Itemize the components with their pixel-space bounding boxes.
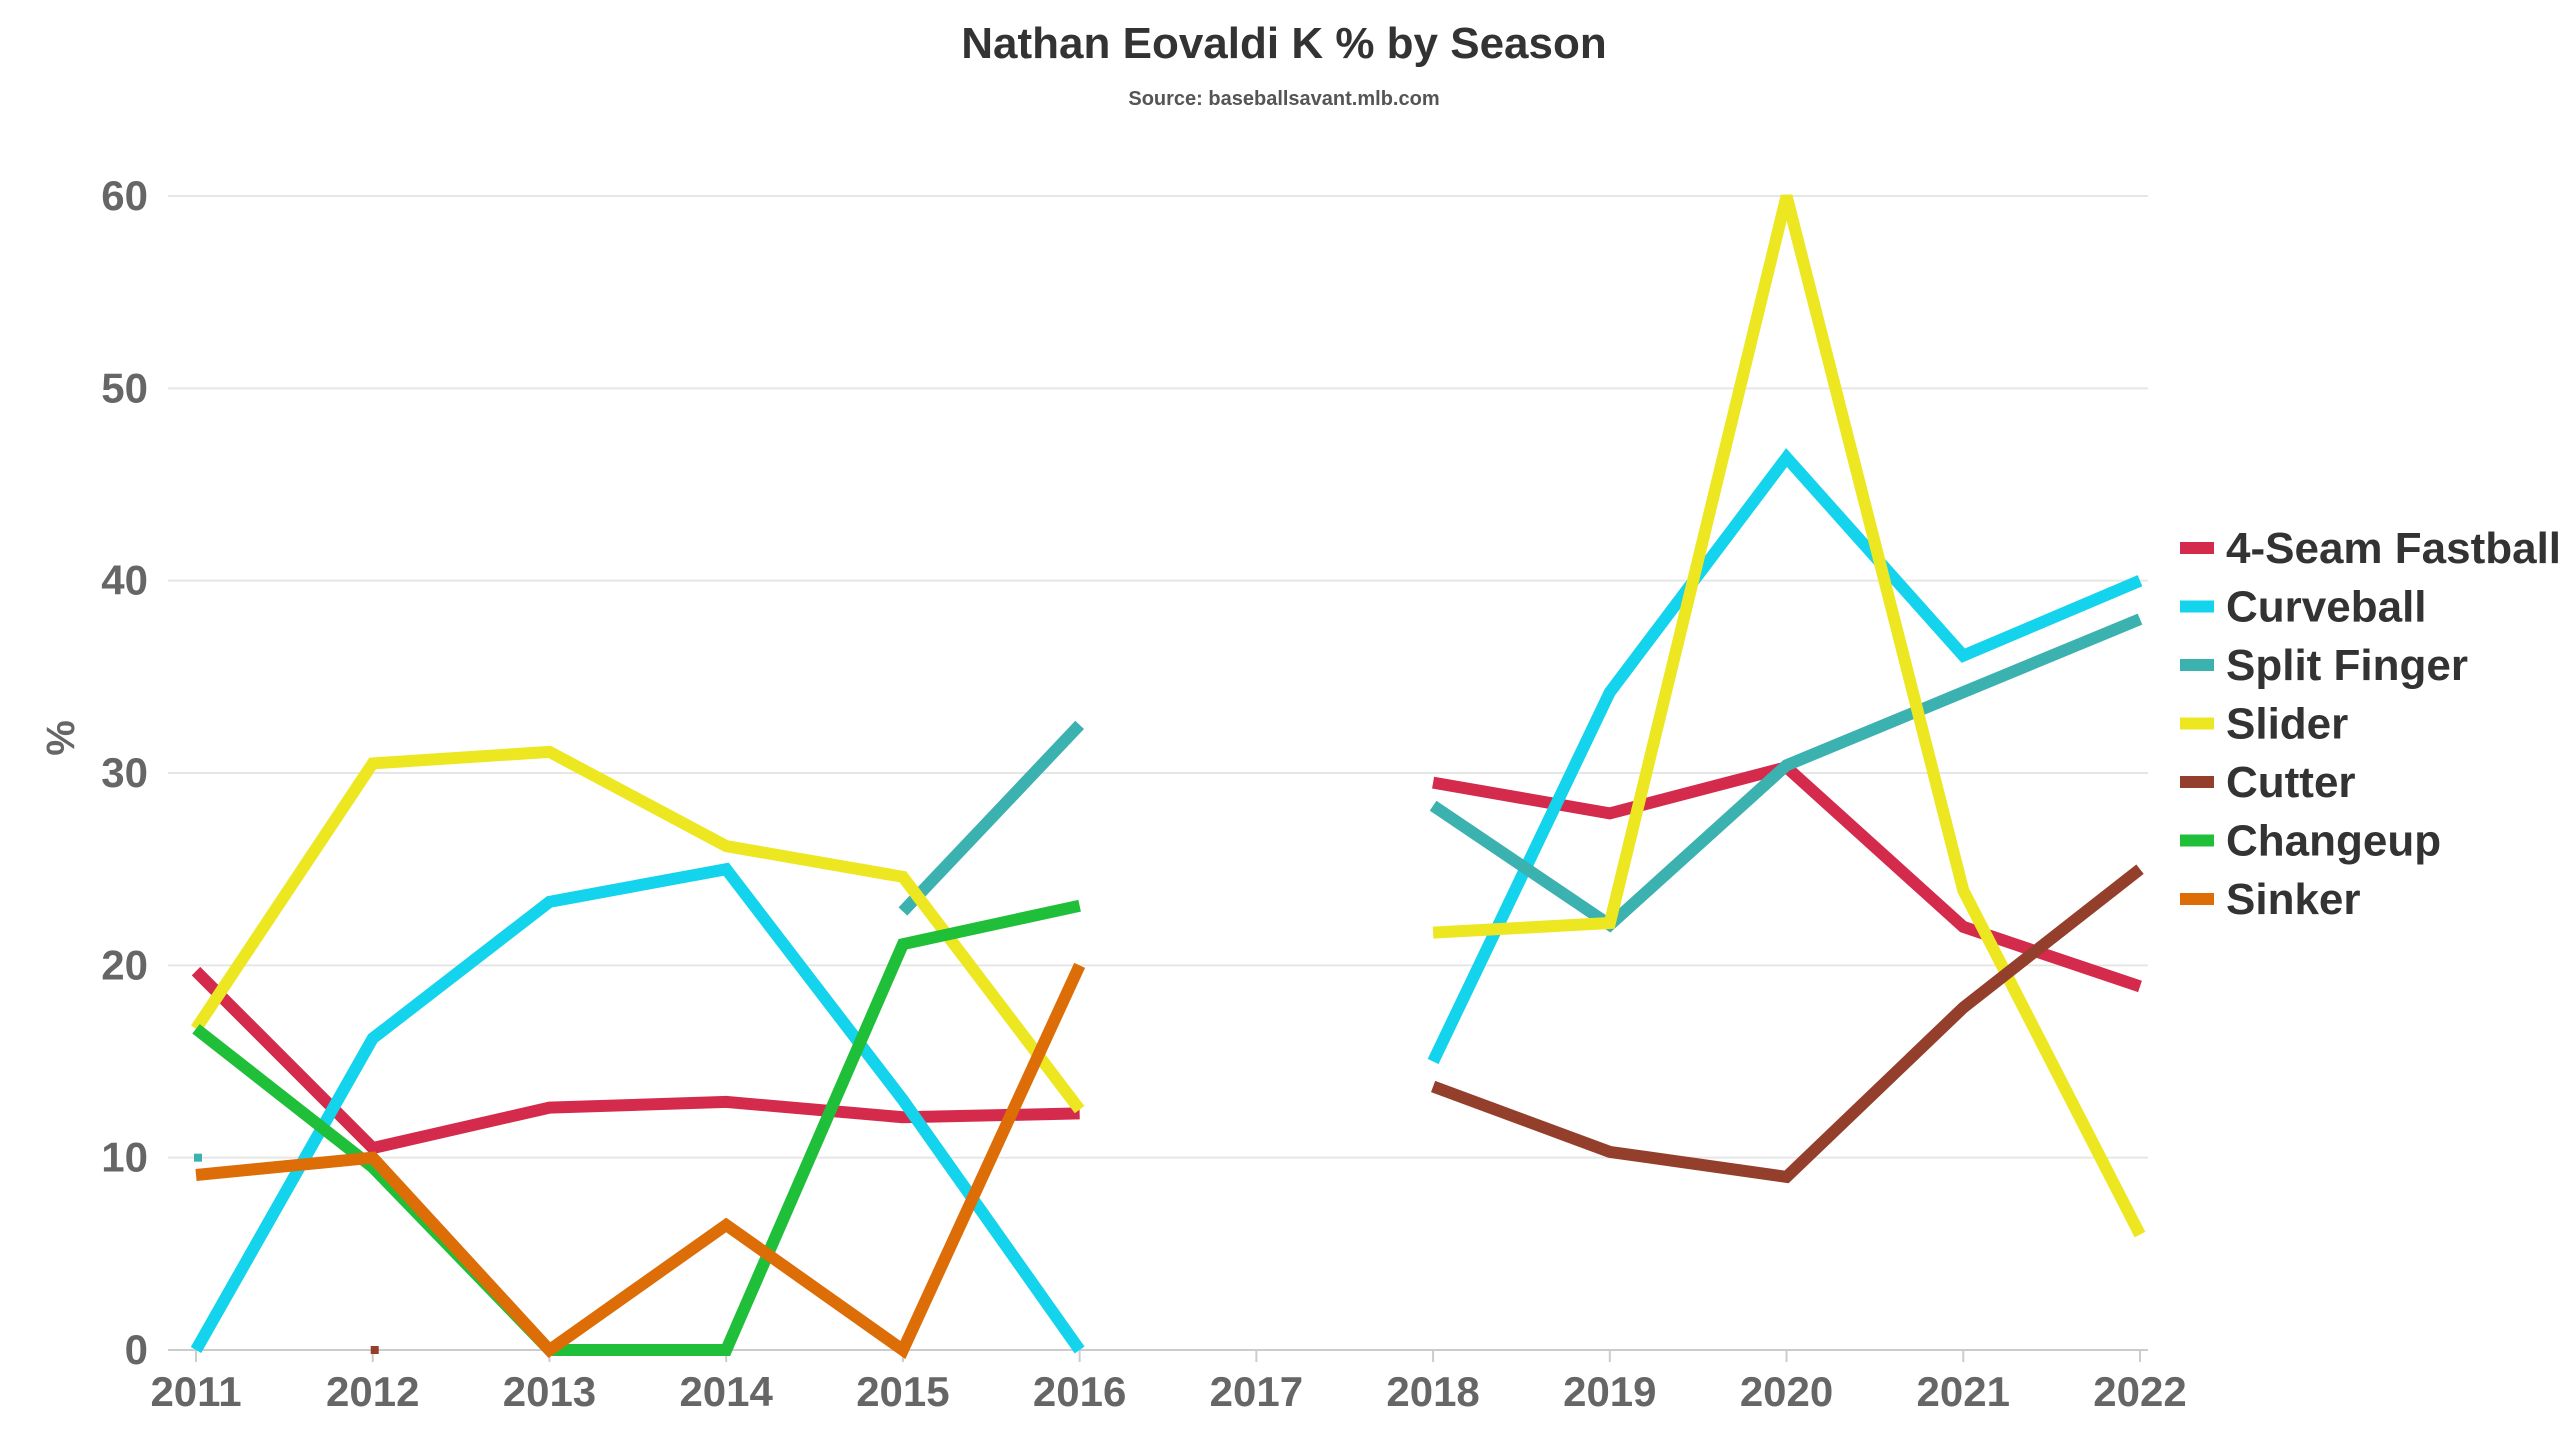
y-tick-label: 40 [101,557,148,604]
chart-title: Nathan Eovaldi K % by Season [961,19,1607,68]
chart-subtitle: Source: baseballsavant.mlb.com [1128,88,1439,110]
y-tick-label: 0 [125,1326,148,1373]
legend-item: Split Finger [2180,641,2468,690]
x-tick-label: 2012 [326,1368,419,1415]
legend-label: 4-Seam Fastball [2226,524,2560,573]
x-tick-label: 2020 [1740,1368,1833,1415]
x-tick-label: 2018 [1386,1368,1479,1415]
series-changeup [192,899,1081,1356]
series-curveball [190,448,2143,1354]
series-line-segment [195,962,1086,1360]
y-tick-label: 20 [101,941,148,988]
x-tick-label: 2013 [503,1368,596,1415]
y-tick-label: 30 [101,749,148,796]
legend-item: Sinker [2180,875,2361,924]
legend-label: Changeup [2226,817,2441,866]
legend-label: Curveball [2226,583,2427,632]
y-tick-label: 60 [101,172,148,219]
series-line-segment [190,862,1085,1354]
x-tick-label: 2011 [150,1368,241,1415]
x-tick-label: 2021 [1917,1368,2010,1415]
legend-item: Curveball [2180,583,2427,632]
legend-item: Cutter [2180,758,2356,807]
legend-item: 4-Seam Fastball [2180,524,2560,573]
y-axis-ticks: 0 10 20 30 40 50 60 [101,172,148,1373]
series-line-segment [1429,613,2143,933]
gridlines [168,195,2148,1351]
legend-label: Sinker [2226,875,2361,924]
y-axis-label: % [39,720,83,756]
legend-label: Slider [2226,700,2348,749]
x-tick-label: 2016 [1033,1368,1126,1415]
x-axis-ticks: 2011 2012 2013 2014 2015 2016 2017 2018 2019 2020… [150,1350,2187,1415]
legend-label: Cutter [2226,758,2356,807]
series-point [370,1346,379,1354]
series-line-segment [191,966,1080,1155]
series-line-segment [1431,864,2144,1184]
legend-item: Slider [2180,700,2348,749]
series-cutter [370,864,2144,1354]
y-tick-label: 50 [101,364,148,411]
series-split-finger [194,613,2143,1162]
x-tick-label: 2015 [856,1368,949,1415]
x-tick-label: 2019 [1563,1368,1656,1415]
series-point [194,1153,202,1162]
legend-label: Split Finger [2226,641,2468,690]
x-tick-label: 2022 [2093,1368,2186,1415]
series-line-segment [1432,194,2146,1238]
legend: 4-Seam Fastball Curveball Split Finger Slid… [2180,524,2560,924]
x-tick-label: 2017 [1210,1368,1303,1415]
series-line-segment [898,720,1084,916]
series-sinker [195,962,1086,1360]
y-tick-label: 10 [101,1134,148,1181]
legend-item: Changeup [2180,817,2441,866]
series-line-segment [191,745,1085,1114]
series-line-segment [1427,448,2143,1065]
series-line-segment [192,899,1081,1356]
series-slider [191,194,2146,1238]
x-tick-label: 2014 [679,1368,773,1415]
series-4-seam-fastball [191,760,2142,1155]
series-lines [190,194,2146,1360]
